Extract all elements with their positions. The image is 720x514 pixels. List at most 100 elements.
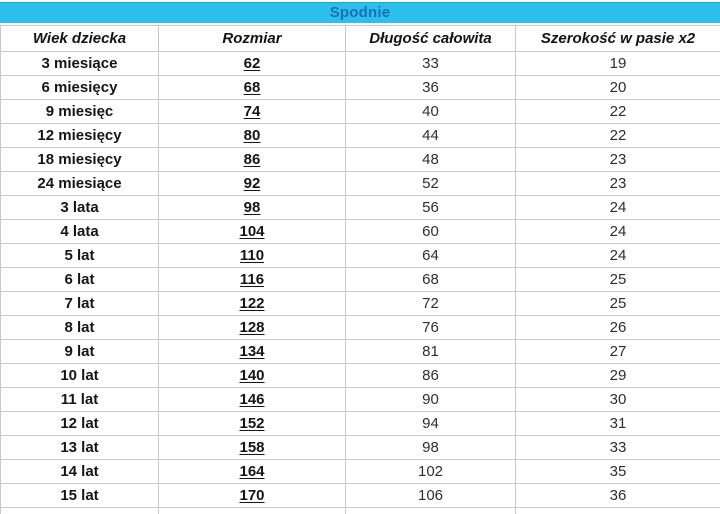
size-cell: 146 — [159, 388, 346, 412]
age-cell: 13 lat — [1, 436, 159, 460]
empty-stub-row — [1, 508, 720, 514]
size-cell: 116 — [159, 268, 346, 292]
waist-cell: 36 — [516, 484, 720, 508]
size-cell: 122 — [159, 292, 346, 316]
age-cell: 9 lat — [1, 340, 159, 364]
size-table: Wiek dziecka Rozmiar Długość całowita Sz… — [0, 25, 720, 514]
length-cell: 72 — [346, 292, 516, 316]
age-cell: 12 lat — [1, 412, 159, 436]
length-cell: 64 — [346, 244, 516, 268]
header-row: Wiek dziecka Rozmiar Długość całowita Sz… — [1, 26, 720, 52]
waist-cell: 25 — [516, 268, 720, 292]
age-cell: 3 miesiące — [1, 52, 159, 76]
size-cell: 134 — [159, 340, 346, 364]
size-cell: 158 — [159, 436, 346, 460]
waist-cell: 19 — [516, 52, 720, 76]
waist-cell: 35 — [516, 460, 720, 484]
length-cell: 52 — [346, 172, 516, 196]
length-cell: 33 — [346, 52, 516, 76]
size-cell: 80 — [159, 124, 346, 148]
waist-cell: 23 — [516, 172, 720, 196]
age-cell: 10 lat — [1, 364, 159, 388]
waist-cell: 33 — [516, 436, 720, 460]
length-cell: 68 — [346, 268, 516, 292]
length-cell: 81 — [346, 340, 516, 364]
waist-cell: 23 — [516, 148, 720, 172]
age-cell: 6 miesięcy — [1, 76, 159, 100]
length-cell: 102 — [346, 460, 516, 484]
age-cell: 7 lat — [1, 292, 159, 316]
age-cell: 5 lat — [1, 244, 159, 268]
age-cell: 6 lat — [1, 268, 159, 292]
waist-cell: 31 — [516, 412, 720, 436]
size-cell: 152 — [159, 412, 346, 436]
waist-cell: 25 — [516, 292, 720, 316]
waist-cell: 24 — [516, 220, 720, 244]
waist-cell: 26 — [516, 316, 720, 340]
waist-cell: 27 — [516, 340, 720, 364]
waist-cell: 22 — [516, 100, 720, 124]
waist-cell: 24 — [516, 244, 720, 268]
age-cell: 18 miesięcy — [1, 148, 159, 172]
empty-cell — [516, 508, 720, 514]
size-cell: 62 — [159, 52, 346, 76]
size-cell: 104 — [159, 220, 346, 244]
size-cell: 164 — [159, 460, 346, 484]
column-header-length: Długość całowita — [346, 26, 516, 52]
age-cell: 24 miesiące — [1, 172, 159, 196]
age-cell: 15 lat — [1, 484, 159, 508]
size-cell: 110 — [159, 244, 346, 268]
waist-cell: 20 — [516, 76, 720, 100]
empty-cell — [346, 508, 516, 514]
length-cell: 56 — [346, 196, 516, 220]
size-cell: 74 — [159, 100, 346, 124]
empty-cell — [1, 508, 159, 514]
age-cell: 9 miesięc — [1, 100, 159, 124]
empty-cell — [159, 508, 346, 514]
length-cell: 44 — [346, 124, 516, 148]
length-cell: 98 — [346, 436, 516, 460]
size-cell: 98 — [159, 196, 346, 220]
size-cell: 92 — [159, 172, 346, 196]
waist-cell: 29 — [516, 364, 720, 388]
waist-cell: 22 — [516, 124, 720, 148]
length-cell: 36 — [346, 76, 516, 100]
length-cell: 90 — [346, 388, 516, 412]
size-cell: 128 — [159, 316, 346, 340]
length-cell: 76 — [346, 316, 516, 340]
length-cell: 60 — [346, 220, 516, 244]
waist-cell: 24 — [516, 196, 720, 220]
size-cell: 68 — [159, 76, 346, 100]
column-header-age: Wiek dziecka — [1, 26, 159, 52]
length-cell: 48 — [346, 148, 516, 172]
length-cell: 40 — [346, 100, 516, 124]
length-cell: 94 — [346, 412, 516, 436]
column-header-waist: Szerokość w pasie x2 — [516, 26, 720, 52]
column-header-size: Rozmiar — [159, 26, 346, 52]
size-cell: 86 — [159, 148, 346, 172]
size-cell: 140 — [159, 364, 346, 388]
age-cell: 11 lat — [1, 388, 159, 412]
table-title: Spodnie — [0, 2, 720, 23]
length-cell: 86 — [346, 364, 516, 388]
age-cell: 14 lat — [1, 460, 159, 484]
waist-cell: 30 — [516, 388, 720, 412]
